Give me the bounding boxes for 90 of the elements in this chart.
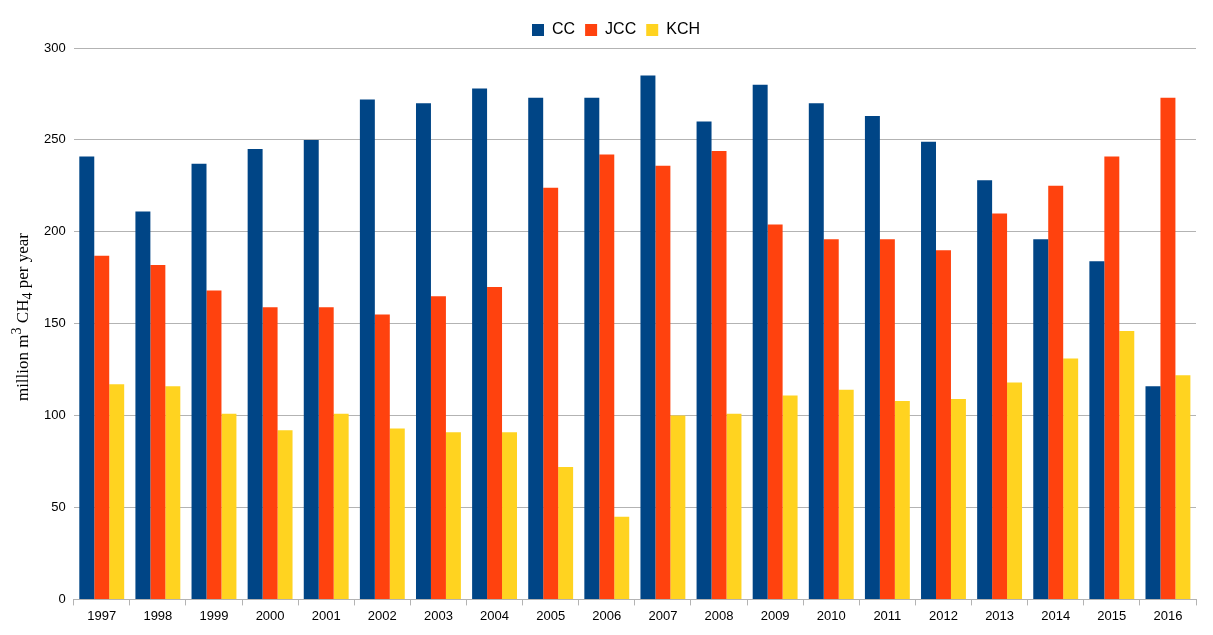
legend-label: JCC [605, 20, 637, 38]
bar [79, 156, 95, 599]
bar [696, 121, 712, 599]
x-tick-label: 1997 [87, 607, 117, 623]
bar [262, 307, 278, 599]
bar [487, 286, 503, 599]
bar [1104, 156, 1120, 599]
bar [303, 139, 319, 599]
bar [528, 97, 544, 599]
bar [977, 180, 993, 599]
bar [767, 224, 783, 599]
x-tick-label: 2001 [311, 607, 341, 623]
y-tick-label: 100 [44, 407, 66, 423]
x-tick-label: 2011 [873, 607, 902, 623]
bar [1048, 185, 1064, 599]
bar [711, 150, 727, 599]
bar [374, 314, 390, 599]
bar [416, 103, 432, 599]
bar [936, 250, 952, 599]
x-tick-label: 2016 [1153, 607, 1183, 623]
bar [359, 99, 375, 599]
bar [752, 84, 768, 599]
x-tick-label: 2007 [648, 607, 678, 623]
bar [864, 116, 880, 599]
bar [726, 413, 742, 599]
bar [1063, 358, 1079, 599]
bar [1175, 375, 1191, 599]
bar [640, 75, 656, 599]
bar [1145, 386, 1161, 599]
x-tick-label: 1998 [143, 607, 173, 623]
bar [614, 516, 630, 599]
bar [277, 430, 293, 599]
y-tick-label: 300 [44, 39, 66, 55]
x-tick-label: 2010 [816, 607, 846, 623]
bar [655, 165, 671, 599]
bar [921, 141, 937, 599]
bar [951, 399, 966, 599]
bar [191, 163, 207, 599]
x-tick-label: 2013 [985, 607, 1015, 623]
x-tick-label: 2000 [255, 607, 285, 623]
bar [472, 88, 488, 599]
bar [808, 103, 824, 599]
y-tick-label: 0 [58, 590, 66, 606]
x-tick-label: 2002 [367, 607, 397, 623]
bar [1160, 97, 1176, 599]
bar [165, 386, 181, 599]
legend-label: KCH [666, 20, 701, 38]
x-tick-label: 2005 [536, 607, 566, 623]
bar [558, 467, 574, 599]
bar [247, 149, 263, 599]
bar [670, 415, 686, 599]
bar [1007, 382, 1023, 599]
bar [1033, 239, 1049, 599]
bar [1089, 261, 1105, 599]
bar [599, 154, 615, 599]
x-tick-label: 2012 [929, 607, 958, 623]
x-tick-label: 2009 [760, 607, 790, 623]
y-tick-label: 250 [44, 131, 66, 147]
bar [502, 432, 518, 599]
x-tick-label: 1999 [199, 607, 229, 623]
bar [543, 187, 559, 599]
x-tick-label: 2008 [704, 607, 734, 623]
bar [584, 97, 600, 599]
bar [879, 239, 895, 599]
bar [992, 213, 1008, 599]
bar [431, 296, 446, 599]
bar [1119, 331, 1135, 599]
x-tick-label: 2004 [480, 607, 510, 623]
bar [823, 239, 839, 599]
bar [318, 307, 334, 599]
bar [109, 384, 125, 599]
x-tick-label: 2014 [1041, 607, 1071, 623]
bar [135, 211, 151, 599]
x-tick-label: 2003 [424, 607, 453, 623]
bar [782, 395, 798, 599]
bar [206, 290, 222, 599]
x-tick-label: 2006 [592, 607, 622, 623]
y-tick-label: 50 [51, 499, 66, 515]
bar [838, 389, 854, 599]
bar [150, 264, 166, 599]
legend-label: CC [552, 20, 576, 38]
x-tick-label: 2015 [1097, 607, 1127, 623]
bar [445, 432, 461, 599]
y-tick-label: 200 [44, 223, 66, 239]
bar [94, 255, 110, 599]
bar [221, 413, 237, 599]
bar [894, 400, 910, 599]
y-tick-label: 150 [44, 315, 66, 331]
bar [333, 413, 349, 599]
bar [389, 428, 405, 599]
